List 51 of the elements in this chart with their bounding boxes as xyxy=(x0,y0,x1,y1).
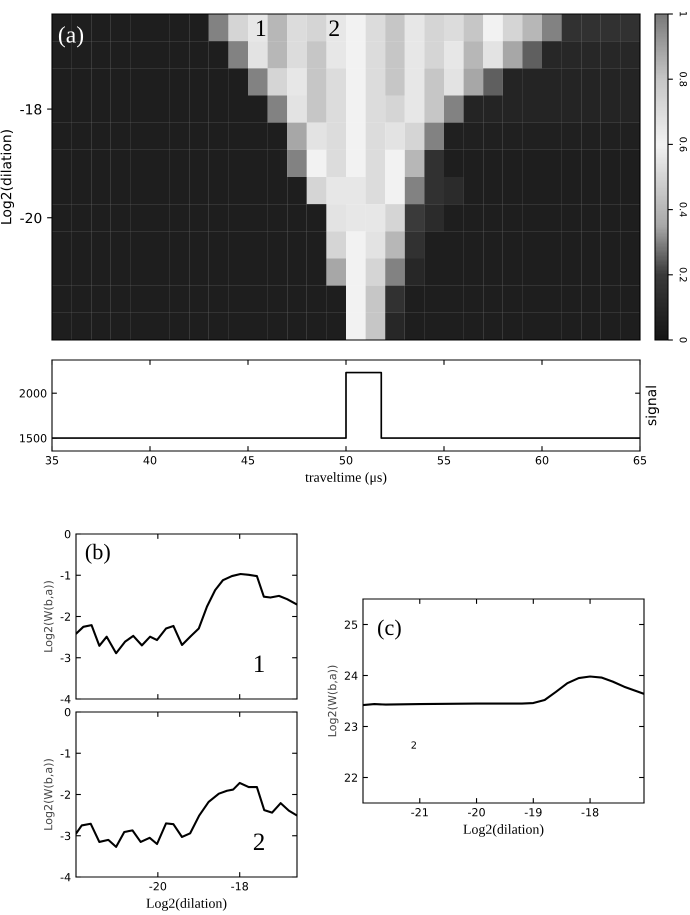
y-tick-label: -20 xyxy=(20,212,42,224)
color-bar-label: 0 xyxy=(680,338,687,342)
y-tick-label: -3 xyxy=(60,832,70,840)
color-bar-label: 0.8 xyxy=(680,72,687,86)
y-tick-label: 25 xyxy=(344,620,358,629)
x-tick-label: 65 xyxy=(634,456,646,464)
y-tick-label: 22 xyxy=(344,773,358,782)
y-tick-label: -1 xyxy=(60,571,70,580)
y-tick-label: 23 xyxy=(344,722,358,731)
x-axis-title: Log2(dilation) xyxy=(463,824,544,837)
color-bar-label: 1 xyxy=(680,12,687,16)
y-tick-label: 0 xyxy=(64,530,70,538)
annotation: 2 xyxy=(411,741,416,749)
color-bar-label: 0.4 xyxy=(680,202,687,217)
y-axis-title: Log2(W(b,a)) xyxy=(328,666,338,736)
y-tick-label: -4 xyxy=(60,873,71,882)
y-axis-title: signal xyxy=(646,386,659,426)
x-tick-label: -19 xyxy=(524,808,542,816)
x-tick-label: -21 xyxy=(411,808,428,816)
x-tick-label: 50 xyxy=(340,456,352,464)
x-tick-label: 60 xyxy=(536,456,548,464)
x-tick-label: 45 xyxy=(241,456,254,464)
annotation: (b) xyxy=(86,544,110,564)
x-tick-label: 40 xyxy=(143,456,156,464)
y-tick-label: -4 xyxy=(60,695,71,704)
x-tick-label: 55 xyxy=(438,456,450,464)
y-tick-label: 0 xyxy=(64,708,70,716)
y-tick-label: -18 xyxy=(20,104,42,115)
y-tick-label: 24 xyxy=(344,671,358,680)
annotation: 2 xyxy=(329,20,339,36)
x-tick-label: -18 xyxy=(582,808,598,816)
color-bar-label: 0.6 xyxy=(680,137,687,152)
y-tick-label: -1 xyxy=(60,749,70,758)
y-tick-label: -2 xyxy=(60,790,70,799)
x-axis-title: traveltime (μs) xyxy=(305,472,386,485)
x-axis-title: Log2(dilation) xyxy=(146,898,226,911)
annotation: (a) xyxy=(58,26,84,48)
annotation: 1 xyxy=(256,20,266,36)
y-tick-label: -2 xyxy=(60,612,70,621)
annotation: 1 xyxy=(255,656,264,672)
y-axis-title: Log2(dilation) xyxy=(0,130,14,224)
y-tick-label: 1500 xyxy=(20,434,46,442)
y-axis-title: Log2(W(b,a)) xyxy=(44,759,55,830)
y-tick-label: -3 xyxy=(60,654,70,662)
color-bar-label: 0.2 xyxy=(680,268,687,282)
annotation: (c) xyxy=(378,620,401,640)
annotation: 2 xyxy=(254,833,264,850)
y-tick-label: 2000 xyxy=(20,389,46,398)
x-tick-label: -20 xyxy=(468,808,485,816)
x-tick-label: 35 xyxy=(46,456,58,464)
y-axis-title: Log2(W(b,a)) xyxy=(44,581,55,652)
